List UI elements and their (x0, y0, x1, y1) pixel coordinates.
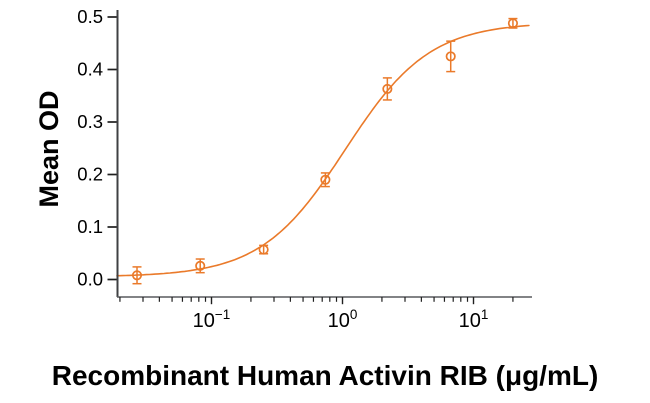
y-tick-label: 0.5 (77, 6, 103, 27)
data-point-marker (382, 83, 393, 94)
data-point-marker (507, 18, 518, 29)
y-tick-label: 0.1 (77, 216, 103, 237)
data-point-marker (131, 270, 143, 281)
x-tick-label: 101 (459, 307, 489, 332)
x-axis-title: Recombinant Human Activin RIB (μg/mL) (51, 360, 599, 391)
data-point (131, 266, 143, 285)
data-point (507, 17, 518, 29)
data-point-marker (320, 174, 331, 185)
data-point-marker (445, 51, 456, 62)
x-tick-label: 100 (328, 307, 358, 332)
data-point (195, 258, 206, 274)
x-tick-label: 10−1 (193, 307, 231, 332)
data-point-marker (195, 260, 206, 271)
y-tick-label: 0.4 (77, 59, 103, 80)
data-point-marker (258, 244, 269, 255)
y-tick-label: 0.2 (77, 164, 103, 185)
data-point (320, 172, 331, 188)
data-point (382, 77, 393, 101)
data-point (445, 40, 456, 73)
fit-curve (116, 24, 530, 277)
y-tick-label: 0.3 (77, 111, 103, 132)
y-tick-label: 0.0 (77, 269, 103, 290)
data-point (258, 244, 269, 255)
y-axis-title: Mean OD (34, 90, 64, 208)
